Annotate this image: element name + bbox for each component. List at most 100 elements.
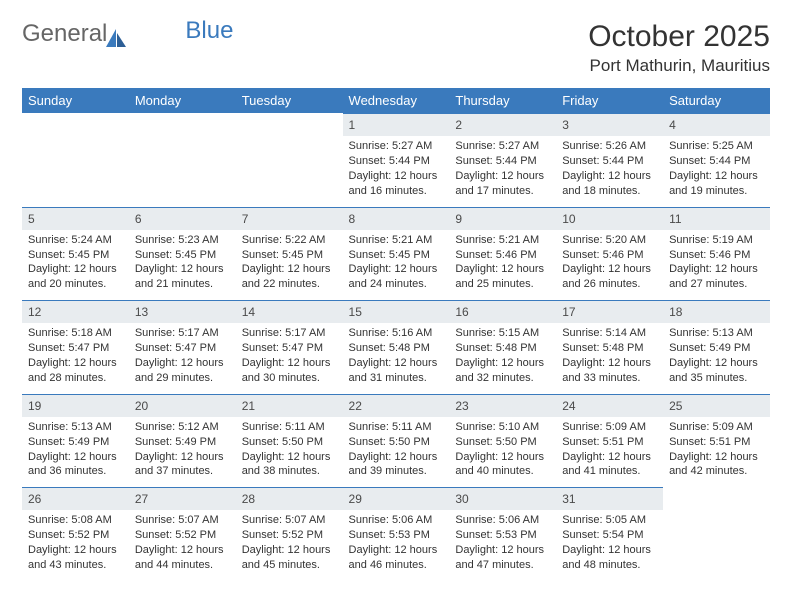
day-data: Sunrise: 5:25 AMSunset: 5:44 PMDaylight:… bbox=[663, 136, 770, 206]
daylight-text: Daylight: 12 hours and 43 minutes. bbox=[28, 543, 123, 573]
day-data: Sunrise: 5:24 AMSunset: 5:45 PMDaylight:… bbox=[22, 230, 129, 300]
calendar-cell: 8Sunrise: 5:21 AMSunset: 5:45 PMDaylight… bbox=[343, 207, 450, 301]
sunset-text: Sunset: 5:45 PM bbox=[135, 248, 230, 263]
day-number: 4 bbox=[663, 113, 770, 136]
sunset-text: Sunset: 5:50 PM bbox=[455, 435, 550, 450]
day-number: 28 bbox=[236, 487, 343, 510]
weekday-header: Monday bbox=[129, 88, 236, 113]
sail-icon bbox=[105, 28, 129, 48]
calendar-cell: 19Sunrise: 5:13 AMSunset: 5:49 PMDayligh… bbox=[22, 394, 129, 488]
daylight-text: Daylight: 12 hours and 38 minutes. bbox=[242, 450, 337, 480]
daylight-text: Daylight: 12 hours and 41 minutes. bbox=[562, 450, 657, 480]
weekday-header: Thursday bbox=[449, 88, 556, 113]
daylight-text: Daylight: 12 hours and 33 minutes. bbox=[562, 356, 657, 386]
calendar-cell bbox=[236, 113, 343, 207]
sunrise-text: Sunrise: 5:23 AM bbox=[135, 233, 230, 248]
calendar-row: 12Sunrise: 5:18 AMSunset: 5:47 PMDayligh… bbox=[22, 300, 770, 394]
month-title: October 2025 bbox=[588, 20, 770, 54]
calendar-cell: 22Sunrise: 5:11 AMSunset: 5:50 PMDayligh… bbox=[343, 394, 450, 488]
calendar-cell: 3Sunrise: 5:26 AMSunset: 5:44 PMDaylight… bbox=[556, 113, 663, 207]
day-number: 16 bbox=[449, 300, 556, 323]
day-number: 5 bbox=[22, 207, 129, 230]
calendar-cell: 10Sunrise: 5:20 AMSunset: 5:46 PMDayligh… bbox=[556, 207, 663, 301]
daylight-text: Daylight: 12 hours and 22 minutes. bbox=[242, 262, 337, 292]
daylight-text: Daylight: 12 hours and 48 minutes. bbox=[562, 543, 657, 573]
daylight-text: Daylight: 12 hours and 45 minutes. bbox=[242, 543, 337, 573]
day-data: Sunrise: 5:27 AMSunset: 5:44 PMDaylight:… bbox=[449, 136, 556, 206]
day-data: Sunrise: 5:13 AMSunset: 5:49 PMDaylight:… bbox=[22, 417, 129, 487]
day-number: 13 bbox=[129, 300, 236, 323]
day-number: 31 bbox=[556, 487, 663, 510]
calendar-cell: 21Sunrise: 5:11 AMSunset: 5:50 PMDayligh… bbox=[236, 394, 343, 488]
day-number: 26 bbox=[22, 487, 129, 510]
daylight-text: Daylight: 12 hours and 36 minutes. bbox=[28, 450, 123, 480]
sunrise-text: Sunrise: 5:16 AM bbox=[349, 326, 444, 341]
daylight-text: Daylight: 12 hours and 35 minutes. bbox=[669, 356, 764, 386]
day-data: Sunrise: 5:06 AMSunset: 5:53 PMDaylight:… bbox=[449, 510, 556, 580]
calendar-cell: 7Sunrise: 5:22 AMSunset: 5:45 PMDaylight… bbox=[236, 207, 343, 301]
daylight-text: Daylight: 12 hours and 25 minutes. bbox=[455, 262, 550, 292]
calendar-row: 26Sunrise: 5:08 AMSunset: 5:52 PMDayligh… bbox=[22, 487, 770, 581]
sunrise-text: Sunrise: 5:13 AM bbox=[669, 326, 764, 341]
sunrise-text: Sunrise: 5:18 AM bbox=[28, 326, 123, 341]
calendar-cell: 31Sunrise: 5:05 AMSunset: 5:54 PMDayligh… bbox=[556, 487, 663, 581]
sunrise-text: Sunrise: 5:17 AM bbox=[242, 326, 337, 341]
calendar-cell: 27Sunrise: 5:07 AMSunset: 5:52 PMDayligh… bbox=[129, 487, 236, 581]
calendar-cell: 23Sunrise: 5:10 AMSunset: 5:50 PMDayligh… bbox=[449, 394, 556, 488]
empty-day-data bbox=[129, 135, 236, 195]
sunrise-text: Sunrise: 5:11 AM bbox=[349, 420, 444, 435]
day-data: Sunrise: 5:11 AMSunset: 5:50 PMDaylight:… bbox=[343, 417, 450, 487]
sunset-text: Sunset: 5:47 PM bbox=[28, 341, 123, 356]
logo-text-general: General bbox=[22, 20, 107, 48]
logo-text-blue: Blue bbox=[185, 17, 233, 45]
sunrise-text: Sunrise: 5:24 AM bbox=[28, 233, 123, 248]
daylight-text: Daylight: 12 hours and 17 minutes. bbox=[455, 169, 550, 199]
sunset-text: Sunset: 5:44 PM bbox=[455, 154, 550, 169]
location: Port Mathurin, Mauritius bbox=[588, 56, 770, 76]
sunrise-text: Sunrise: 5:17 AM bbox=[135, 326, 230, 341]
sunrise-text: Sunrise: 5:21 AM bbox=[349, 233, 444, 248]
sunset-text: Sunset: 5:44 PM bbox=[562, 154, 657, 169]
calendar-row: 19Sunrise: 5:13 AMSunset: 5:49 PMDayligh… bbox=[22, 394, 770, 488]
sunrise-text: Sunrise: 5:12 AM bbox=[135, 420, 230, 435]
day-number: 8 bbox=[343, 207, 450, 230]
day-data: Sunrise: 5:16 AMSunset: 5:48 PMDaylight:… bbox=[343, 323, 450, 393]
sunrise-text: Sunrise: 5:20 AM bbox=[562, 233, 657, 248]
sunset-text: Sunset: 5:49 PM bbox=[28, 435, 123, 450]
calendar-cell: 14 Sunrise: 5:17 AMSunset: 5:47 PMDayligh… bbox=[236, 300, 343, 394]
sunset-text: Sunset: 5:47 PM bbox=[242, 341, 337, 356]
day-data: Sunrise: 5:23 AMSunset: 5:45 PMDaylight:… bbox=[129, 230, 236, 300]
empty-day bbox=[22, 113, 129, 135]
day-number: 15 bbox=[343, 300, 450, 323]
daylight-text: Daylight: 12 hours and 30 minutes. bbox=[242, 356, 337, 386]
sunset-text: Sunset: 5:47 PM bbox=[135, 341, 230, 356]
day-data: Sunrise: 5:08 AMSunset: 5:52 PMDaylight:… bbox=[22, 510, 129, 580]
day-data: Sunrise: 5:11 AMSunset: 5:50 PMDaylight:… bbox=[236, 417, 343, 487]
daylight-text: Daylight: 12 hours and 40 minutes. bbox=[455, 450, 550, 480]
calendar-cell: 11Sunrise: 5:19 AMSunset: 5:46 PMDayligh… bbox=[663, 207, 770, 301]
calendar-cell: 25Sunrise: 5:09 AMSunset: 5:51 PMDayligh… bbox=[663, 394, 770, 488]
day-data: Sunrise: 5:21 AMSunset: 5:45 PMDaylight:… bbox=[343, 230, 450, 300]
calendar-cell: 15Sunrise: 5:16 AMSunset: 5:48 PMDayligh… bbox=[343, 300, 450, 394]
daylight-text: Daylight: 12 hours and 19 minutes. bbox=[669, 169, 764, 199]
title-block: October 2025 Port Mathurin, Mauritius bbox=[588, 20, 770, 76]
sunset-text: Sunset: 5:48 PM bbox=[455, 341, 550, 356]
day-number: 1 bbox=[343, 113, 450, 136]
day-number: 14 bbox=[236, 300, 343, 323]
day-data: Sunrise: 5:05 AMSunset: 5:54 PMDaylight:… bbox=[556, 510, 663, 580]
daylight-text: Daylight: 12 hours and 32 minutes. bbox=[455, 356, 550, 386]
day-number: 23 bbox=[449, 394, 556, 417]
sunrise-text: Sunrise: 5:11 AM bbox=[242, 420, 337, 435]
day-data: Sunrise: 5:07 AMSunset: 5:52 PMDaylight:… bbox=[236, 510, 343, 580]
sunset-text: Sunset: 5:46 PM bbox=[562, 248, 657, 263]
empty-day-data bbox=[236, 135, 343, 195]
daylight-text: Daylight: 12 hours and 28 minutes. bbox=[28, 356, 123, 386]
calendar-cell: 17Sunrise: 5:14 AMSunset: 5:48 PMDayligh… bbox=[556, 300, 663, 394]
day-number: 21 bbox=[236, 394, 343, 417]
calendar-cell: 16Sunrise: 5:15 AMSunset: 5:48 PMDayligh… bbox=[449, 300, 556, 394]
weekday-header: Tuesday bbox=[236, 88, 343, 113]
sunset-text: Sunset: 5:45 PM bbox=[242, 248, 337, 263]
weekday-header: Friday bbox=[556, 88, 663, 113]
sunrise-text: Sunrise: 5:25 AM bbox=[669, 139, 764, 154]
daylight-text: Daylight: 12 hours and 47 minutes. bbox=[455, 543, 550, 573]
